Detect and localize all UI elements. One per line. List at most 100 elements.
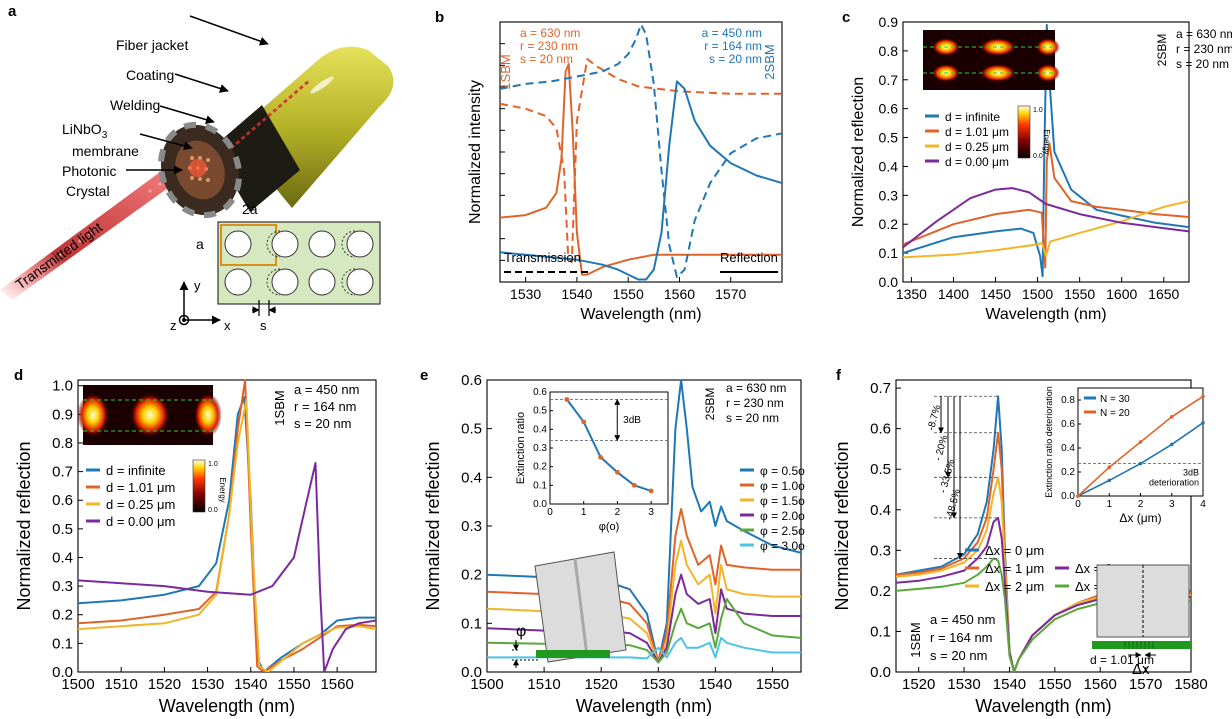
panel-c-xtick-label: 1550 — [1064, 286, 1095, 302]
inset-e-xtick-label: 3 — [648, 507, 654, 518]
inset-f-point — [1169, 442, 1174, 447]
panel-e-legend-label: φ = 2.0o — [760, 509, 805, 523]
panel-e-xtick-label: 1550 — [756, 676, 789, 693]
panel-e-param: s = 20 nm — [726, 411, 779, 425]
panel-c-series-3 — [903, 187, 1189, 249]
inset-e-ytick-label: 0.4 — [533, 424, 547, 435]
label-coating: Coating — [126, 67, 174, 83]
lattice-hole-shift-ghost — [266, 268, 281, 296]
panel-f-frame — [895, 379, 1192, 673]
panel-d-ytick-label: 0.7 — [52, 464, 73, 481]
inset-e-point — [615, 469, 620, 475]
panel-d-ylabel: Normalized reflection — [14, 441, 34, 610]
panel-letter-e: e — [420, 367, 428, 384]
panel-f-legend-label: Δx = 2 μm — [985, 579, 1044, 594]
label-x: x — [224, 318, 231, 333]
inset-e-xlabel: φ(o) — [599, 521, 620, 533]
panel-c-ylabel: Normalized reflection — [850, 77, 867, 227]
panel-f-chart: f 1520 1530 1540 1550 1560 1570 1580 0.0 0.1 0.2 0.… — [832, 367, 1208, 716]
panel-e-legend-label: φ = 3.0o — [760, 539, 805, 553]
mode-field-inset-c — [923, 30, 1060, 90]
inset-e-ytick-label: 0.5 — [533, 406, 547, 417]
panel-d-xtick-label: 1540 — [234, 676, 267, 693]
panel-b-xtick-label: 1560 — [664, 286, 695, 302]
inset-f-ytick-label: 0.8 — [1061, 395, 1075, 406]
panel-b-left-param: a = 630 nm — [520, 26, 580, 40]
panel-c-ytick-label: 0.1 — [879, 245, 899, 261]
panel-f-ytick-label: 0.1 — [870, 623, 891, 640]
label-s: s — [260, 318, 267, 333]
label-y: y — [194, 278, 201, 293]
panel-e-ytick-label: 0.5 — [461, 421, 482, 438]
inset-e-ytick-label: 0.0 — [533, 499, 547, 510]
panel-d-legend-label: d = 1.01 μm — [106, 480, 175, 495]
panel-e-ytick-label: 0.6 — [461, 372, 482, 389]
lattice-hole — [308, 230, 336, 258]
panel-d-xtick-label: 1560 — [320, 676, 353, 693]
panel-d-xtick-label: 1550 — [277, 676, 310, 693]
label-crystal: Crystal — [66, 183, 110, 199]
inset-f-point — [1138, 461, 1143, 466]
panel-d-xtick-label: 1510 — [105, 676, 138, 693]
inset-e-point — [581, 419, 587, 425]
panel-d-xtick-label: 1530 — [191, 676, 224, 693]
panel-c-xtick-label: 1500 — [1022, 286, 1053, 302]
fiber-highlight — [310, 76, 334, 94]
panel-letter-c: c — [842, 9, 850, 26]
panel-c-legend-label: d = 1.01 μm — [945, 125, 1009, 139]
phi-label-e: φ — [516, 623, 526, 640]
inset-f-ytick-label: 0.0 — [1061, 491, 1075, 502]
panel-f-ytick-label: 0.7 — [870, 380, 891, 397]
panel-d-legend-label: d = 0.00 μm — [106, 514, 175, 529]
inset-f-point — [1107, 478, 1112, 483]
inset-f-legend-label: N = 30 — [1100, 394, 1130, 405]
panel-letter-b: b — [435, 9, 444, 26]
panel-f-param: s = 20 nm — [930, 648, 987, 663]
panel-c-chart: c 1350 1400 1450 1500 1550 1600 1650 0.0 0.1 0.2 0.… — [842, 9, 1232, 323]
panel-f-drop-annotations: -8.7%- 20%- 33.5%-48.5% — [926, 395, 999, 560]
panel-e-xlabel: Wavelength (nm) — [576, 696, 712, 716]
panel-e-mode: 2SBM — [703, 388, 717, 421]
panel-b-xtick-label: 1540 — [561, 286, 592, 302]
light-spot — [189, 159, 207, 177]
label-welding: Welding — [110, 97, 160, 113]
panel-b-transmission-label: Transmission — [504, 250, 581, 265]
fiber-coating — [212, 105, 300, 212]
panel-f-series-4 — [896, 557, 1191, 672]
panel-d-ytick-label: 1.0 — [52, 378, 73, 395]
panel-e-ylabel: Normalized reflection — [423, 441, 443, 610]
panel-d-ytick-label: 0.6 — [52, 492, 73, 509]
plots-layer: b 1530 1540 1550 1560 1570 Wavelength (nm) Norm… — [14, 9, 1232, 716]
panel-f-ytick-label: 0.0 — [870, 664, 891, 681]
panel-d-ytick-label: 0.1 — [52, 635, 73, 652]
axes-triad — [178, 281, 221, 326]
inset-e-line — [566, 398, 652, 492]
panel-f-legend-label: Δx = 0 μm — [985, 543, 1044, 558]
dx-label-f: Δx — [1132, 661, 1150, 678]
colorbar-c: 1.0 0.0 Energy — [1017, 105, 1051, 160]
panel-b-left-mode: 1SBM — [498, 54, 513, 89]
inset-f-xtick-label: 4 — [1200, 499, 1206, 510]
inset-f-xtick-label: 1 — [1106, 499, 1112, 510]
panel-f-xtick-label: 1550 — [1038, 676, 1071, 693]
svg-text:1.0: 1.0 — [208, 461, 218, 468]
panel-e-xtick-label: 1500 — [470, 676, 503, 693]
label-membrane: membrane — [72, 143, 139, 159]
panel-d-legend-label: d = infinite — [106, 463, 166, 478]
panel-e-param: a = 630 nm — [726, 381, 786, 395]
panel-c-xlabel: Wavelength (nm) — [985, 306, 1106, 323]
label-linbo3: LiNbO3 — [62, 121, 108, 141]
panel-f-ytick-label: 0.4 — [870, 502, 891, 519]
panel-f-ytick-label: 0.2 — [870, 583, 891, 600]
panel-d-param: a = 450 nm — [294, 382, 359, 397]
panel-e-series-0 — [487, 379, 801, 664]
inset-e-ylabel: Extinction ratio — [515, 412, 527, 484]
inset-f-ytick-label: 0.2 — [1061, 467, 1075, 478]
panel-b-left-param: r = 230 nm — [520, 39, 578, 53]
lattice-hole — [271, 230, 299, 258]
panel-f-ytick-label: 0.6 — [870, 421, 891, 438]
panel-c-legend-label: d = 0.25 μm — [945, 140, 1009, 154]
panel-d-ytick-label: 0.2 — [52, 607, 73, 624]
panel-f-ytick-label: 0.3 — [870, 542, 891, 559]
panel-f-ylabel: Normalized reflection — [832, 441, 852, 610]
